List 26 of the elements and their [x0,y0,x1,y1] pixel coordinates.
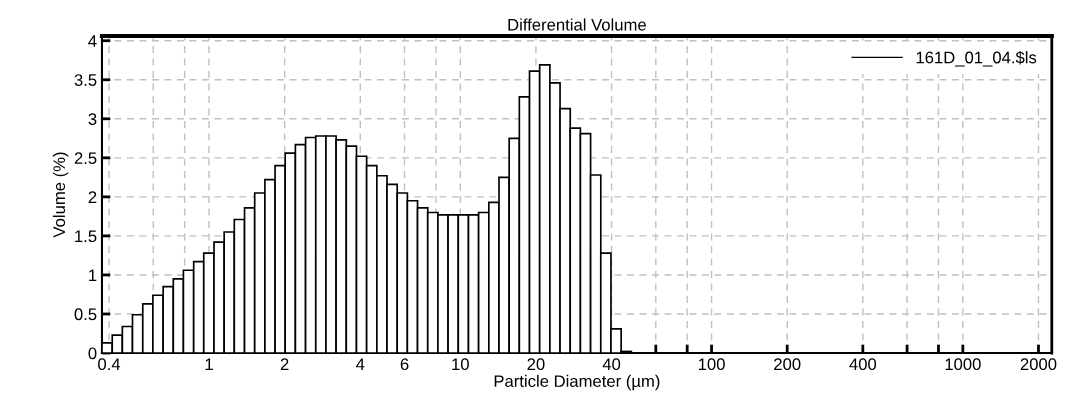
x-tick-label: 10 [452,358,469,371]
y-axis-title: Volume (%) [52,152,69,238]
chart-title: Differential Volume [508,18,646,31]
x-tick-label: 4 [356,358,365,370]
x-tick-label: 400 [849,358,877,371]
y-tick-label: 3.5 [74,74,97,86]
legend-label: 161D_01_04.$ls [916,50,1037,67]
x-tick-label: 200 [774,358,801,371]
y-tick-label: 0 [88,347,97,360]
y-tick-label: 2.5 [74,152,97,165]
y-tick-label: 1 [89,269,97,281]
x-axis-title: Particle Diameter (µm) [494,374,660,391]
x-tick-label: 0.4 [98,358,121,371]
x-tick-label: 1 [205,358,213,370]
x-tick-label: 2000 [1020,358,1057,371]
y-tick-label: 3 [88,113,97,125]
y-tick-label: 1.5 [75,230,97,243]
y-tick-label: 2 [88,191,97,203]
x-tick-label: 6 [400,358,409,371]
y-tick-label: 0.5 [74,308,97,321]
x-tick-label: 20 [527,358,545,371]
x-tick-label: 100 [698,358,725,371]
x-tick-label: 40 [602,358,621,371]
x-tick-label: 1000 [945,358,981,371]
y-tick-label: 4 [88,35,97,47]
x-tick-label: 2 [280,358,289,370]
